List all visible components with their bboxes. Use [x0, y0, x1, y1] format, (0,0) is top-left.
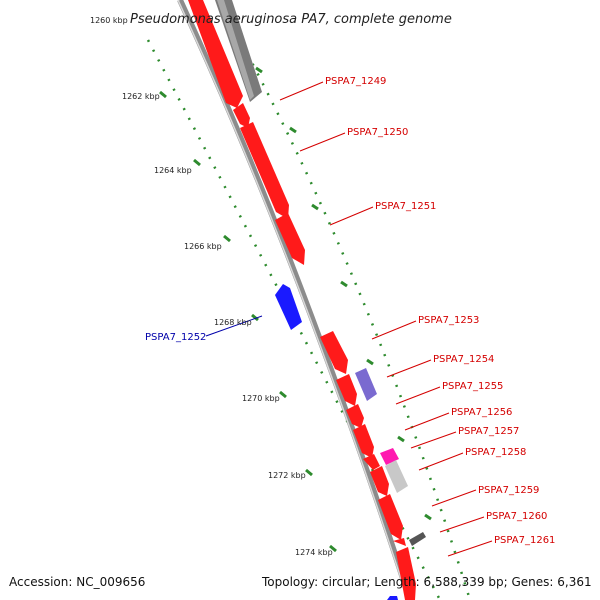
gene-label-1249[interactable]: PSPA7_1249 [325, 76, 386, 87]
gene-label-1260[interactable]: PSPA7_1260 [486, 511, 547, 522]
scale-track-outer [230, 24, 472, 600]
gene-label-1253[interactable]: PSPA7_1253 [418, 315, 479, 326]
gene-label-1259[interactable]: PSPA7_1259 [478, 485, 539, 496]
forward-leader-lines [279, 81, 493, 557]
gene-label-1251[interactable]: PSPA7_1251 [375, 201, 436, 212]
gene-label-1256[interactable]: PSPA7_1256 [451, 407, 512, 418]
accession-text: Accession: NC_009656 [9, 575, 145, 589]
kbp-label: 1260 kbp [90, 16, 128, 25]
gray-feature-block [215, 0, 262, 102]
forward-gene-labels[interactable]: PSPA7_1249 PSPA7_1250 PSPA7_1251 PSPA7_1… [325, 76, 555, 546]
major-tick-marks [159, 66, 432, 553]
kbp-label: 1266 kbp [184, 242, 222, 251]
genome-backbone [177, 0, 413, 600]
forward-gene-arrows[interactable] [188, 0, 416, 600]
kbp-label: 1264 kbp [154, 166, 192, 175]
small-gray-feature [409, 532, 426, 546]
gene-label-1258[interactable]: PSPA7_1258 [465, 447, 526, 458]
gene-label-1254[interactable]: PSPA7_1254 [433, 354, 494, 365]
kbp-label: 1270 kbp [242, 394, 280, 403]
kbp-label: 1272 kbp [268, 471, 306, 480]
kbp-labels: 1260 kbp 1262 kbp 1264 kbp 1266 kbp 1268… [90, 16, 333, 557]
gene-label-1250[interactable]: PSPA7_1250 [347, 127, 408, 138]
reverse-gene-arrow[interactable] [275, 284, 398, 600]
gene-label-1252[interactable]: PSPA7_1252 [145, 332, 206, 343]
kbp-label: 1262 kbp [122, 92, 160, 101]
genome-summary-text: Topology: circular; Length: 6,588,339 bp… [261, 575, 592, 589]
gene-label-1257[interactable]: PSPA7_1257 [458, 426, 519, 437]
purple-feature-block [355, 368, 377, 401]
light-gray-feature-block [385, 460, 408, 493]
magenta-feature-block [380, 448, 399, 465]
kbp-label: 1268 kbp [214, 318, 252, 327]
reverse-leader-lines [205, 315, 263, 337]
kbp-label: 1274 kbp [295, 548, 333, 557]
gene-label-1255[interactable]: PSPA7_1255 [442, 381, 503, 392]
gene-label-1261[interactable]: PSPA7_1261 [494, 535, 555, 546]
genome-title: Pseudomonas aeruginosa PA7, complete gen… [130, 12, 452, 27]
